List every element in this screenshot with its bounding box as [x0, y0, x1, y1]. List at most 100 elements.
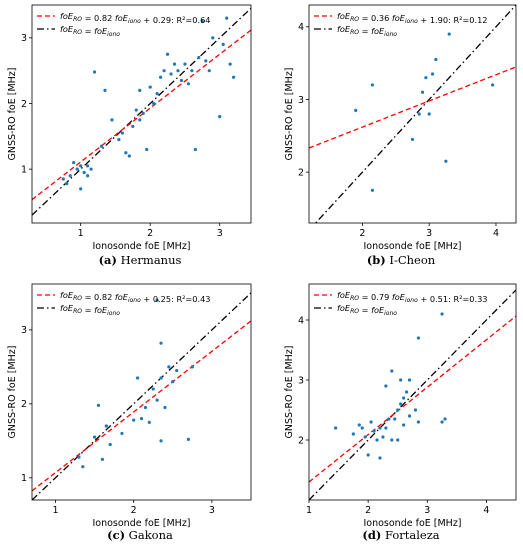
data-point [147, 420, 151, 424]
data-point [204, 59, 208, 63]
x-tick-label: 1 [78, 228, 84, 239]
data-point [104, 424, 108, 428]
data-point [444, 159, 448, 163]
data-point [61, 177, 65, 181]
data-point [420, 90, 425, 94]
data-point [402, 396, 406, 400]
data-point [162, 69, 166, 73]
data-point [86, 174, 90, 178]
data-point [120, 131, 124, 135]
data-point [100, 457, 104, 461]
x-tick-label: 3 [424, 505, 430, 516]
legend: foERO = 0.79 foEiono + 0.51: R²=0.33foER… [314, 290, 488, 317]
legend-identity-label: foERO = foEiono [60, 24, 120, 38]
data-point [402, 423, 406, 427]
data-point [151, 387, 155, 391]
x-tick-label: 2 [131, 505, 137, 516]
data-point [171, 380, 175, 384]
data-point [92, 70, 97, 74]
data-point [360, 426, 364, 430]
data-point [396, 408, 400, 412]
x-tick-label: 3 [426, 228, 432, 239]
chart-panel-b: 2 3 4 2 3 4 Ionosonde foE [MHz] GNSS-RO foE [MH… [284, 4, 517, 252]
data-point [218, 115, 222, 119]
data-point [159, 439, 163, 443]
x-tick-label: 1 [306, 505, 312, 516]
data-point [155, 92, 159, 96]
data-point [375, 438, 379, 442]
y-axis-label: GNSS-RO foE [MHz] [7, 346, 18, 439]
data-point [351, 432, 355, 436]
chart-panel-a: 1 2 3 1 2 3 Ionosonde foE [MHz] GNSS-RO foE [MH… [7, 4, 252, 252]
data-point [77, 455, 81, 459]
x-axis-label: Ionosonde foE [MHz] [92, 518, 190, 529]
data-point [65, 182, 69, 186]
data-point [407, 378, 412, 382]
data-point [68, 174, 72, 178]
data-point [193, 147, 197, 152]
data-point [387, 417, 391, 421]
data-point [117, 138, 121, 142]
data-point [424, 76, 428, 80]
fit-line [32, 320, 251, 492]
data-point [155, 398, 159, 402]
data-point [369, 420, 373, 424]
caption-d: (d) Fortaleza [362, 528, 440, 542]
data-point [190, 69, 194, 73]
plot-area [32, 292, 251, 500]
y-tick-label: 2 [298, 167, 304, 178]
axes-frame [308, 4, 517, 224]
plot-area [309, 5, 516, 223]
data-point [179, 78, 184, 83]
axes-frame [308, 283, 517, 501]
legend-identity-label: foERO = foEiono [337, 24, 397, 38]
data-point [159, 75, 163, 79]
data-point [370, 188, 375, 192]
data-point [357, 423, 361, 427]
data-point [124, 151, 128, 155]
legend-identity-label: foERO = foEiono [337, 303, 397, 317]
data-point [79, 187, 83, 191]
axes-frame [31, 4, 252, 224]
data-point [334, 426, 338, 430]
data-point [145, 147, 149, 152]
fit-line [32, 29, 251, 201]
y-tick-label: 3 [298, 95, 304, 106]
x-tick-label: 4 [483, 505, 489, 516]
data-point [82, 170, 86, 175]
data-point [378, 456, 382, 460]
data-point [163, 405, 167, 410]
data-point [190, 365, 194, 369]
data-point [384, 426, 388, 430]
data-point [427, 112, 431, 116]
data-point [175, 368, 179, 373]
caption-c: (c) Gakona [107, 528, 173, 542]
x-axis-label: Ionosonde foE [MHz] [92, 241, 190, 252]
data-point [390, 438, 394, 442]
x-axis-label: Ionosonde foE [MHz] [363, 241, 461, 252]
x-axis-label: Ionosonde foE [MHz] [363, 518, 461, 529]
data-point [131, 124, 135, 129]
caption-b: (b) I-Cheon [366, 253, 436, 267]
data-point [363, 435, 367, 439]
data-point [155, 298, 159, 302]
y-tick-label: 3 [298, 375, 304, 386]
data-point [86, 164, 90, 168]
y-tick-label: 1 [21, 473, 27, 484]
data-point [167, 365, 171, 369]
caption-a: (a) Hermanus [98, 253, 182, 267]
legend-fit-label: foERO = 0.79 foEiono + 0.51: R²=0.33 [337, 290, 488, 304]
data-point [232, 75, 236, 79]
x-tick-label: 2 [365, 505, 371, 516]
data-point [132, 418, 136, 422]
data-point [165, 52, 170, 56]
y-axis-label: GNSS-RO foE [MHz] [284, 346, 295, 439]
data-point [447, 32, 451, 36]
data-point [169, 72, 173, 76]
data-point [99, 144, 104, 148]
data-point [143, 405, 148, 410]
identity-line [314, 5, 516, 223]
data-point [399, 402, 403, 406]
y-tick-label: 4 [298, 22, 304, 33]
data-point [366, 453, 370, 457]
